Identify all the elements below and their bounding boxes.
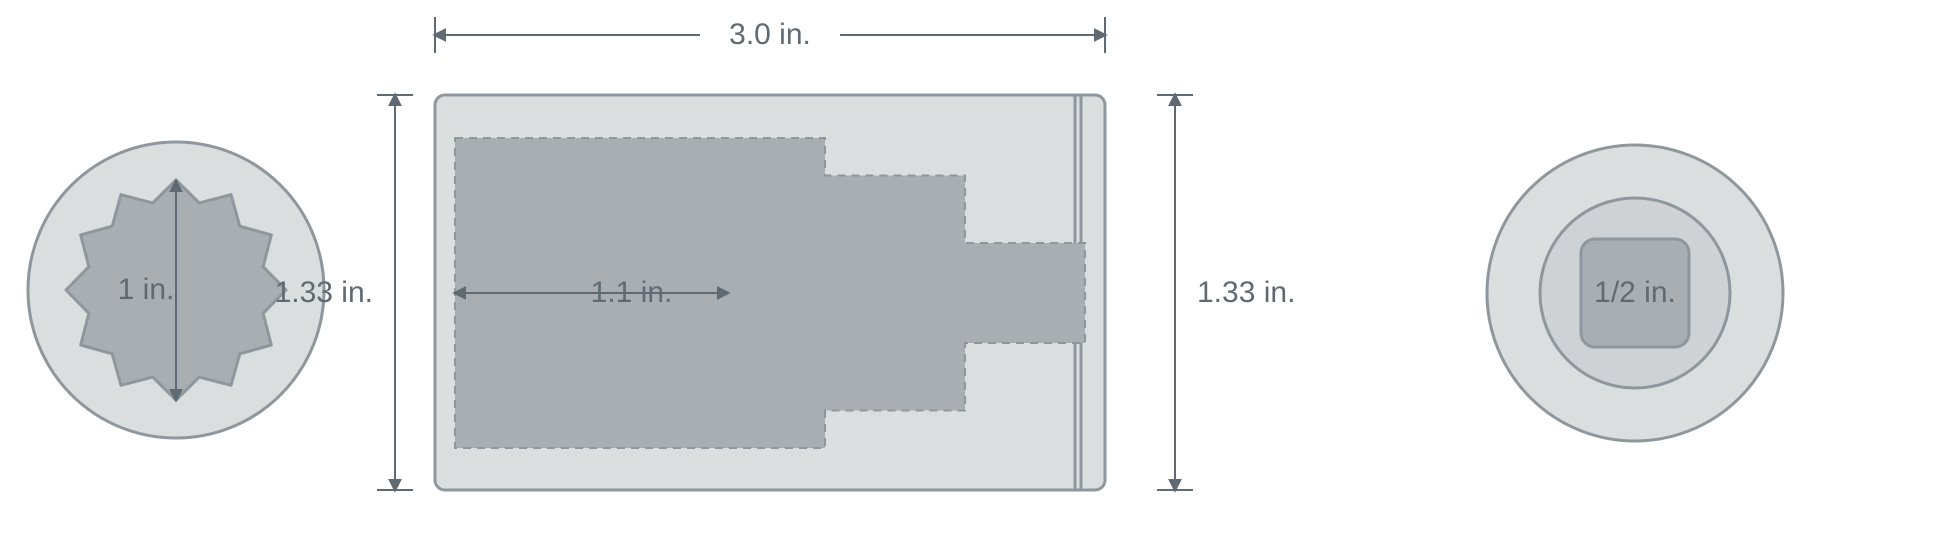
- drive-square: [1581, 239, 1689, 347]
- diagram-canvas: 3.0 in. 1.33 in. 1.33 in. 1 in. 1.1 in. …: [0, 0, 1952, 536]
- spec-drawing-svg: [0, 0, 1952, 536]
